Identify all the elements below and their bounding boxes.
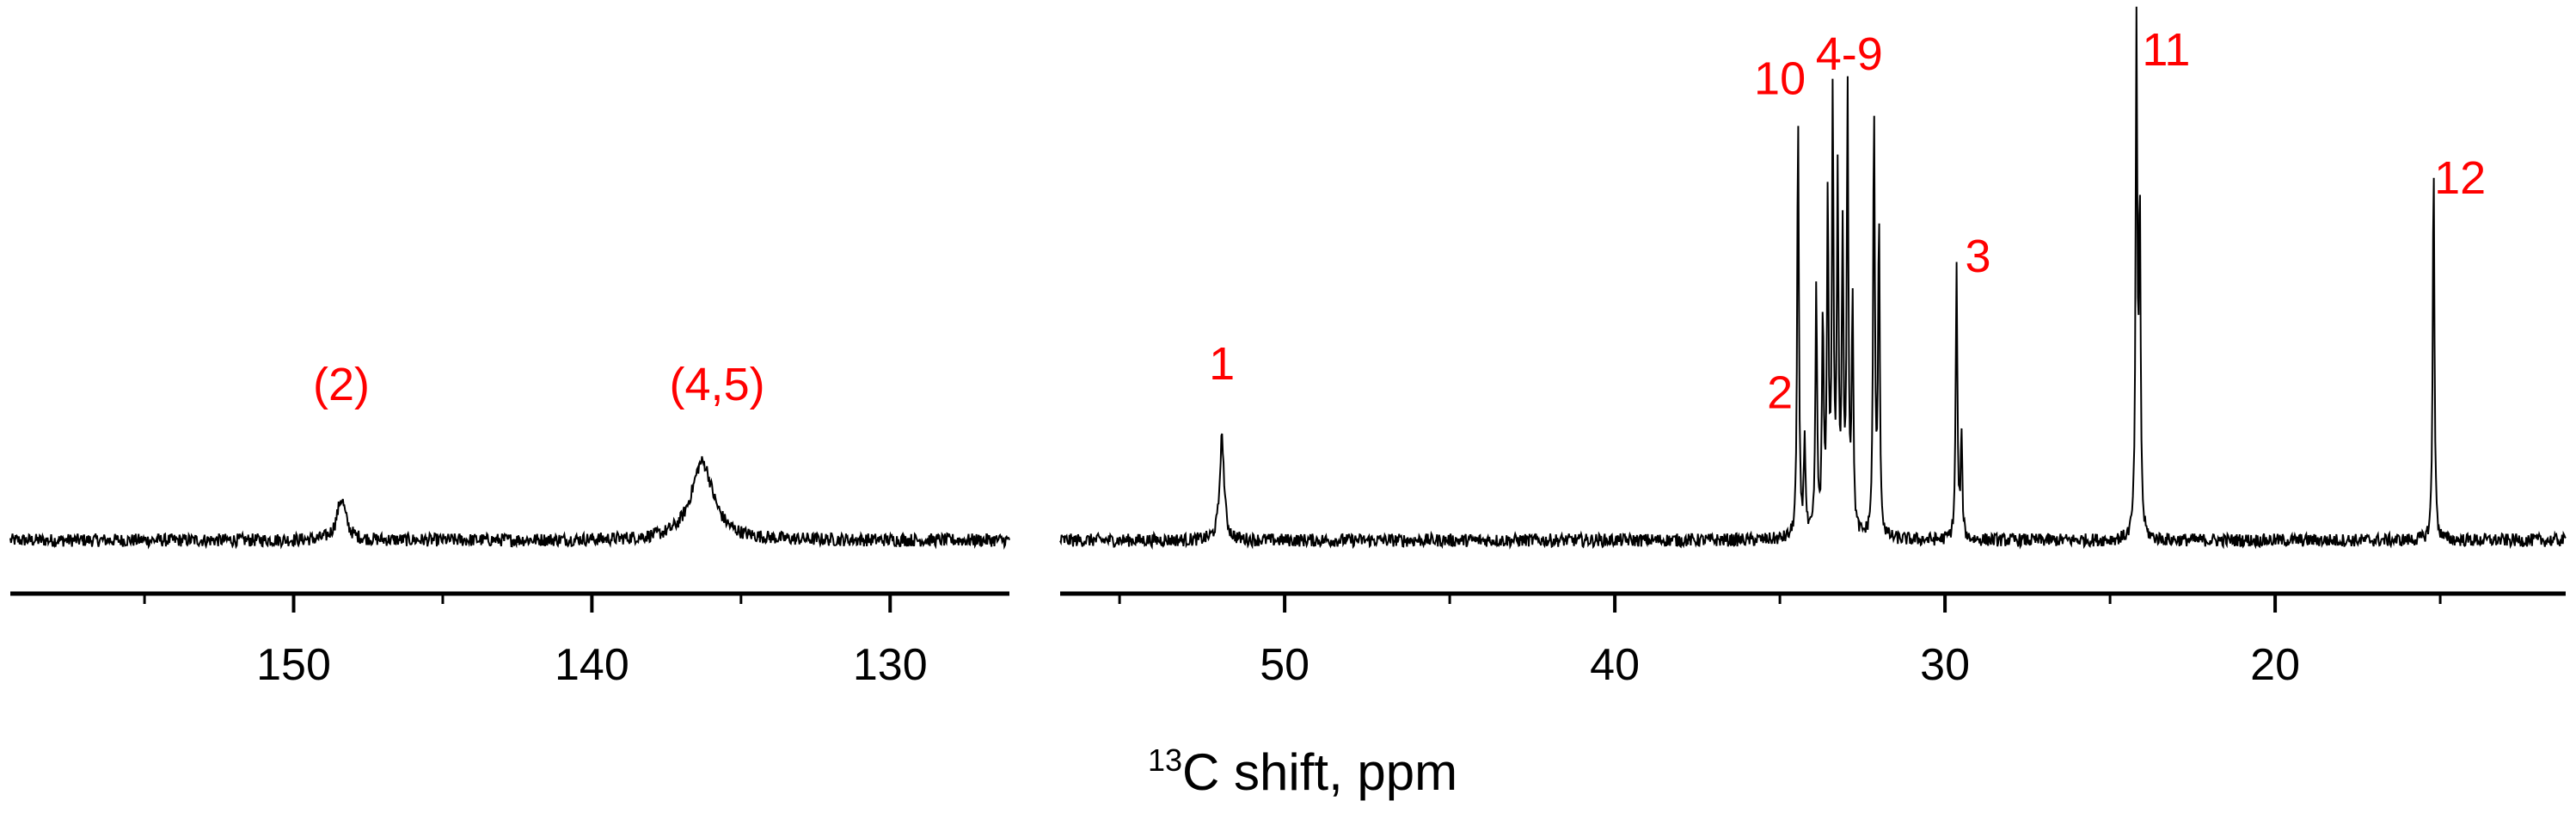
peak-label: (4,5) — [670, 359, 765, 410]
x-tick-label: 50 — [1260, 640, 1309, 690]
peak-label: 1 — [1209, 338, 1235, 390]
x-tick-label: 150 — [256, 640, 331, 690]
x-tick-label: 130 — [853, 640, 928, 690]
peak-label: (2) — [313, 359, 370, 410]
x-axis-title: 13C shift, ppm — [1148, 742, 1457, 801]
spectrum-trace — [9, 456, 1010, 551]
peak-label: 11 — [2142, 24, 2190, 76]
peak-label: 12 — [2434, 152, 2486, 204]
x-tick-label: 20 — [2250, 640, 2300, 690]
peak-label: 2 — [1767, 366, 1793, 418]
spectrum-trace — [1059, 6, 2567, 551]
x-tick-label: 30 — [1920, 640, 1970, 690]
left-panel: 150 140 130 (2) (4,5) — [9, 359, 1010, 690]
peak-label: 4-9 — [1816, 28, 1883, 80]
x-axis-title-text: C shift, ppm — [1182, 743, 1457, 801]
x-axis-title-superscript: 13 — [1148, 742, 1182, 778]
right-panel: 50 40 30 20 1 10 2 4-9 3 11 12 — [1059, 6, 2567, 690]
x-tick-label: 40 — [1590, 640, 1640, 690]
peak-label: 10 — [1754, 53, 1806, 105]
x-tick-label: 140 — [555, 640, 629, 690]
peak-label: 3 — [1965, 231, 1990, 282]
